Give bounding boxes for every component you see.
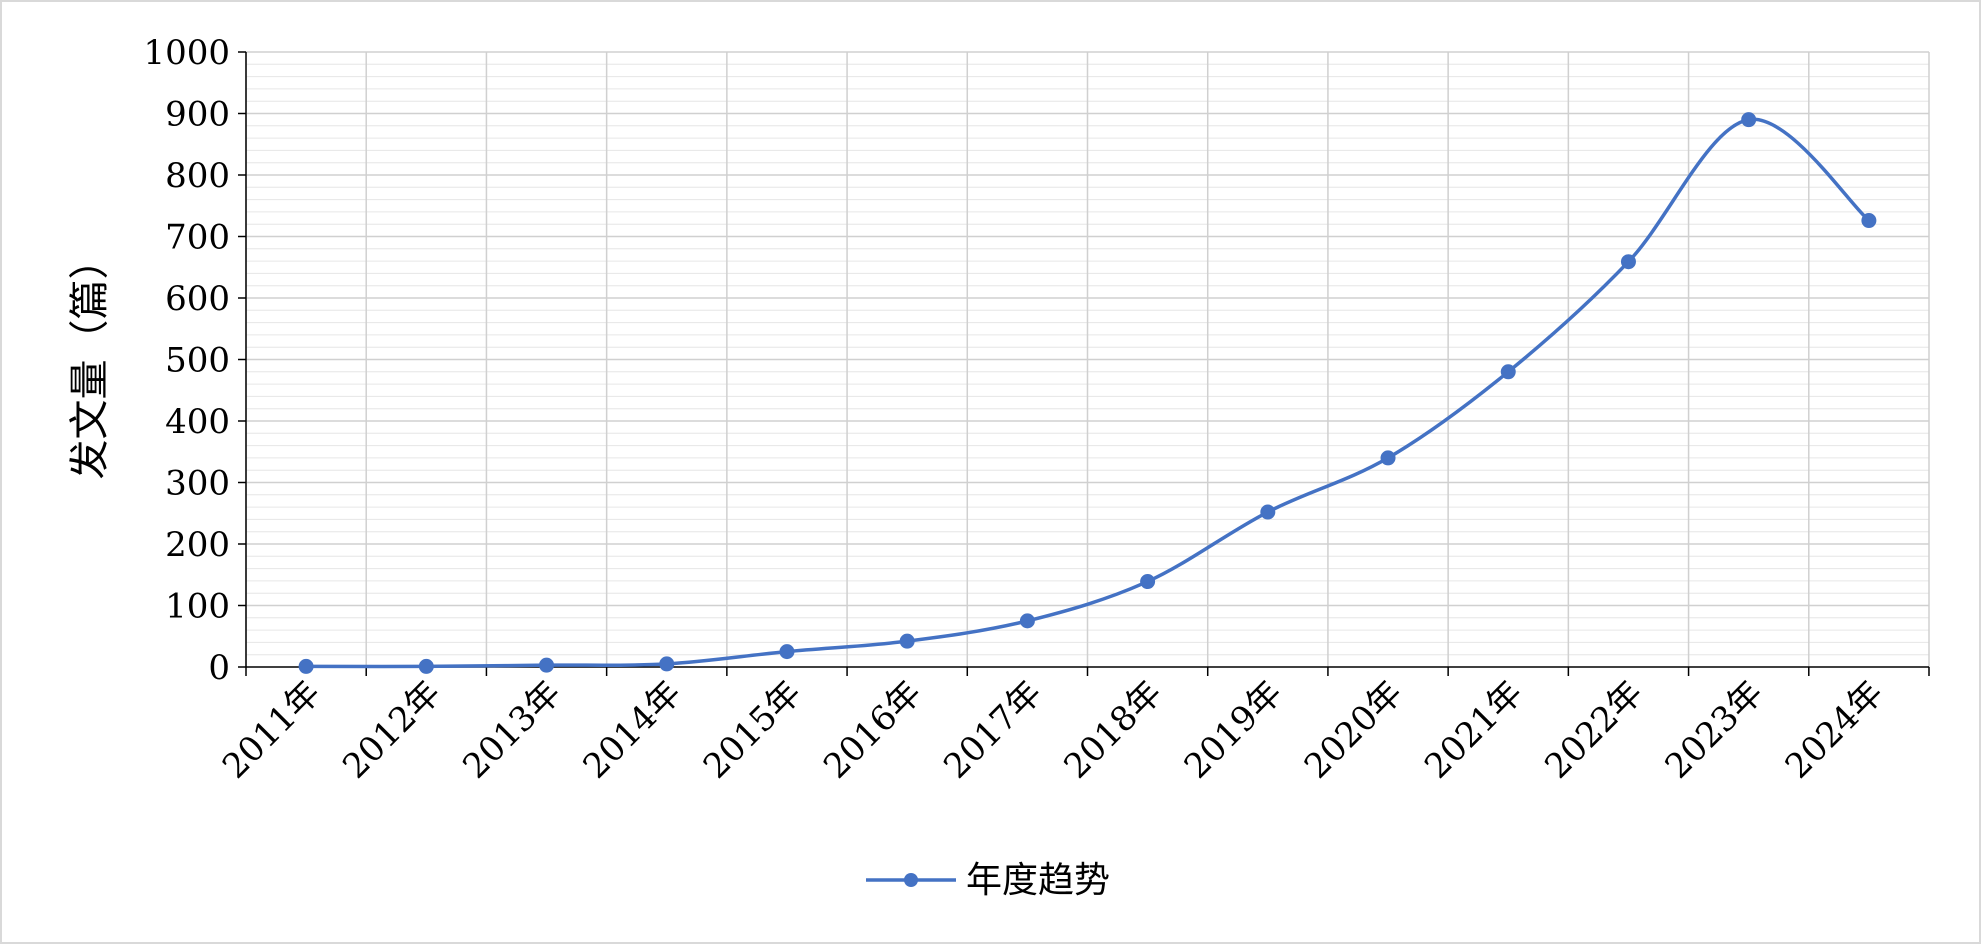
x-tick-label: 2024年 [1778, 673, 1892, 787]
x-tick-label: 2017年 [936, 673, 1050, 787]
data-point [1019, 613, 1035, 629]
x-tick-label: 2022年 [1537, 673, 1651, 787]
data-point [539, 657, 555, 673]
y-axis-title: 发文量（篇） [67, 240, 113, 480]
y-tick-label: 500 [165, 341, 230, 381]
y-tick-label: 400 [165, 402, 230, 442]
data-point [1140, 574, 1156, 590]
y-tick-label: 900 [165, 95, 230, 135]
data-point [418, 658, 434, 674]
legend-marker-swatch [904, 873, 918, 887]
y-tick-label: 800 [165, 156, 230, 196]
x-tick-labels: 2011年 2012年 2013年 2014年 2015年 2016年 2017年 2018年… [215, 673, 1891, 787]
y-tick-label: 100 [165, 587, 230, 627]
x-tick-label: 2014年 [576, 673, 690, 787]
x-tick-label: 2023年 [1658, 673, 1772, 787]
y-tick-label: 600 [165, 279, 230, 319]
data-point [298, 658, 314, 674]
gridlines [245, 51, 1930, 667]
y-tick-label: 700 [165, 218, 230, 258]
data-point [1500, 364, 1516, 380]
x-tick-label: 2013年 [455, 673, 569, 787]
legend: 年度趋势 [866, 860, 1110, 901]
data-point [1741, 112, 1757, 128]
x-tick-label: 2019年 [1177, 673, 1291, 787]
data-point [1620, 254, 1636, 270]
data-point [659, 656, 675, 672]
x-tick-label: 2012年 [335, 673, 449, 787]
x-tick-label: 2016年 [816, 673, 930, 787]
y-tick-label: 1000 [143, 33, 230, 73]
data-point [1260, 504, 1276, 520]
x-tick-label: 2015年 [696, 673, 810, 787]
y-tick-label: 200 [165, 525, 230, 565]
data-point [1380, 450, 1396, 466]
data-point [1861, 213, 1877, 229]
axes [238, 51, 1930, 676]
y-tick-label: 0 [208, 648, 230, 688]
y-tick-labels: 0 100 200 300 400 500 600 700 800 900 1000 [143, 33, 230, 688]
x-tick-label: 2021年 [1417, 673, 1531, 787]
data-point [779, 644, 795, 660]
data-point [899, 633, 915, 649]
x-tick-label: 2018年 [1056, 673, 1170, 787]
y-tick-label: 300 [165, 464, 230, 504]
series-layer [298, 112, 1877, 674]
x-tick-label: 2020年 [1297, 673, 1411, 787]
x-tick-label: 2011年 [215, 673, 329, 787]
legend-label: 年度趋势 [966, 860, 1110, 901]
